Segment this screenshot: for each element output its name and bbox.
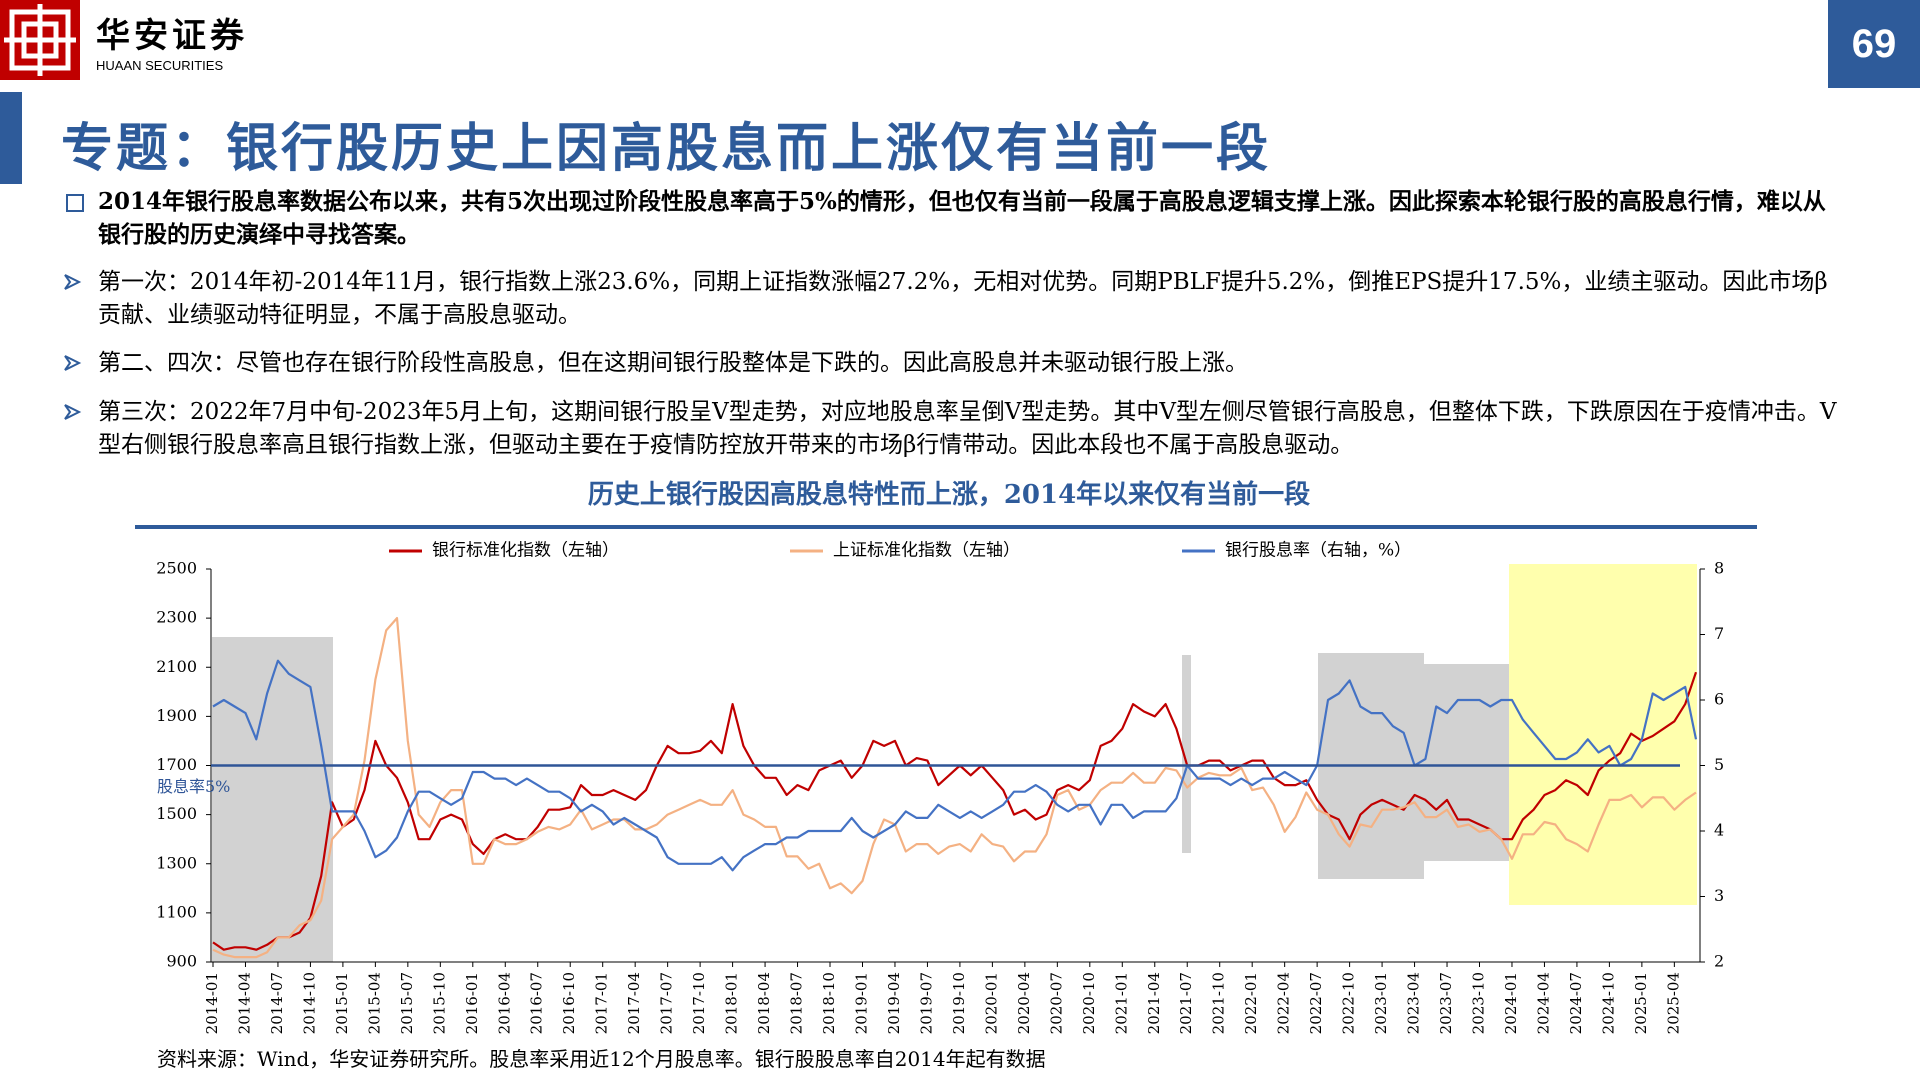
x-tick-label: 2024-01 [1502,972,1520,1034]
y-tick-label: 2100 [156,657,197,676]
x-tick-label: 2015-07 [398,972,416,1034]
x-tick-label: 2024-04 [1534,972,1552,1034]
x-tick-label: 2014-10 [300,972,318,1034]
legend-label: 银行标准化指数（左轴） [432,541,619,561]
chart-title: 历史上银行股因高股息特性而上涨，2014年以来仅有当前一段 [588,479,1310,510]
x-tick-label: 2016-04 [495,972,513,1034]
x-tick-label: 2015-10 [430,972,448,1034]
y2-tick-label: 8 [1714,559,1724,578]
x-tick-label: 2021-07 [1177,972,1195,1034]
shade [1509,564,1697,905]
series-line [212,671,1698,951]
x-tick-label: 2019-01 [852,972,870,1034]
x-tick-label: 2018-07 [788,972,806,1034]
x-tick-label: 2020-04 [1015,972,1033,1034]
x-tick-label: 2021-10 [1210,972,1228,1034]
x-tick-label: 2016-10 [560,972,578,1034]
x-tick-label: 2024-07 [1567,972,1585,1034]
x-tick-label: 2023-10 [1470,972,1488,1034]
reference-label: 股息率5% [157,777,230,796]
x-tick-label: 2023-01 [1372,972,1390,1034]
x-tick-label: 2015-01 [333,972,351,1034]
logo-icon [0,0,80,80]
arrow-bullet [64,355,82,371]
intro: 2014年银行股息率数据公布以来，共有5次出现过阶段性股息率高于5%的情形，但也… [98,188,1826,248]
source: 资料来源：Wind，华安证券研究所。股息率采用近12个月股息率。银行股股息率自2… [157,1047,1046,1071]
y-tick-label: 1900 [156,706,197,725]
x-tick-label: 2014-01 [203,972,221,1034]
x-tick-label: 2022-10 [1340,972,1358,1034]
x-tick-label: 2017-07 [658,972,676,1034]
x-tick-label: 2014-07 [268,972,286,1034]
point: 第三次：2022年7月中旬-2023年5月上旬，这期间银行股呈V型走势，对应地股… [98,399,1837,458]
x-tick-label: 2023-04 [1405,972,1423,1034]
x-tick-label: 2018-04 [755,972,773,1034]
x-tick-label: 2017-04 [625,972,643,1034]
arrow-bullet [64,404,82,420]
logo-en: HUAAN SECURITIES [96,58,224,73]
title-bar [0,92,22,184]
x-tick-label: 2019-10 [950,972,968,1034]
x-tick-label: 2016-07 [528,972,546,1034]
x-tick-label: 2019-04 [885,972,903,1034]
x-tick-label: 2014-04 [235,972,253,1034]
x-tick-label: 2023-07 [1437,972,1455,1034]
x-tick-label: 2021-01 [1112,972,1130,1034]
slide-title: 专题：银行股历史上因高股息而上涨仅有当前一段 [61,118,1272,179]
y-tick-label: 2300 [156,608,197,627]
y-tick-label: 1100 [156,902,197,921]
x-tick-label: 2018-10 [820,972,838,1034]
x-tick-label: 2016-01 [463,972,481,1034]
x-tick-label: 2025-04 [1664,972,1682,1034]
logo-cn: 华安证券 [96,16,248,56]
y-tick-label: 2500 [156,559,197,578]
x-tick-label: 2015-04 [365,972,383,1034]
x-tick-label: 2019-07 [917,972,935,1034]
legend-label: 银行股息率（右轴，%） [1225,541,1411,561]
x-tick-label: 2022-04 [1275,972,1293,1034]
y2-tick-label: 4 [1714,821,1724,840]
x-tick-label: 2017-10 [690,972,708,1034]
x-tick-label: 2020-10 [1080,972,1098,1034]
x-tick-label: 2020-01 [982,972,1000,1034]
point: 第一次：2014年初-2014年11月，银行指数上涨23.6%，同期上证指数涨幅… [98,269,1828,328]
arrow-bullet [64,274,82,290]
y2-tick-label: 2 [1714,952,1724,971]
x-tick-label: 2021-04 [1145,972,1163,1034]
series-line [212,617,1697,959]
x-tick-label: 2022-07 [1307,972,1325,1034]
y2-tick-label: 6 [1714,690,1724,709]
x-tick-label: 2018-01 [723,972,741,1034]
point: 第二、四次：尽管也存在银行阶段性高股息，但在这期间银行股整体是下跌的。因此高股息… [98,350,1248,376]
x-tick-label: 2020-07 [1047,972,1065,1034]
x-tick-label: 2022-01 [1242,972,1260,1034]
y2-tick-label: 7 [1714,624,1724,643]
y-tick-label: 900 [166,952,197,971]
x-tick-label: 2024-10 [1599,972,1617,1034]
x-tick-label: 2025-01 [1632,972,1650,1034]
chart: 历史上银行股因高股息特性而上涨，2014年以来仅有当前一段 900 1100 130… [135,479,1757,1034]
legend-label: 上证标准化指数（左轴） [833,541,1020,561]
y-tick-label: 1700 [156,755,197,774]
shade [1182,655,1191,853]
y2-tick-label: 3 [1714,886,1724,905]
y-tick-label: 1300 [156,853,197,872]
series-line [212,659,1698,872]
bullet-box [66,194,84,212]
page-number: 69 [1828,0,1920,88]
y-tick-label: 1500 [156,804,197,823]
y2-tick-label: 5 [1714,755,1724,774]
shade [1424,664,1509,861]
x-tick-label: 2017-01 [593,972,611,1034]
